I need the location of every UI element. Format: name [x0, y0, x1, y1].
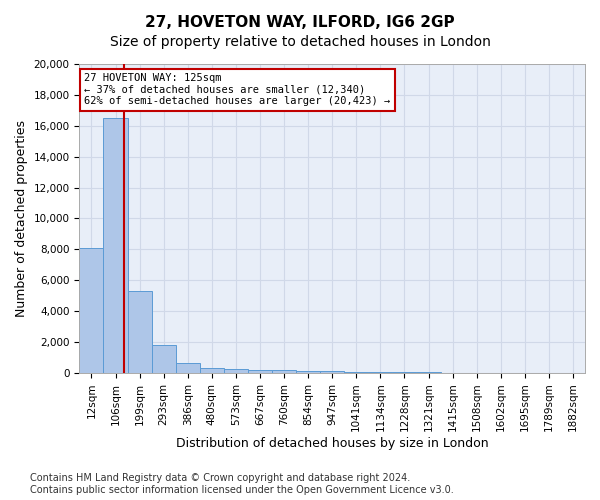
- Bar: [320, 372, 344, 373]
- Text: 27, HOVETON WAY, ILFORD, IG6 2GP: 27, HOVETON WAY, ILFORD, IG6 2GP: [145, 15, 455, 30]
- Bar: [344, 372, 368, 373]
- Bar: [392, 372, 416, 373]
- Bar: [79, 248, 103, 373]
- Bar: [368, 372, 392, 373]
- Bar: [103, 118, 128, 373]
- Text: 27 HOVETON WAY: 125sqm
← 37% of detached houses are smaller (12,340)
62% of semi: 27 HOVETON WAY: 125sqm ← 37% of detached…: [85, 74, 391, 106]
- Bar: [296, 370, 320, 373]
- Bar: [200, 368, 224, 373]
- Bar: [272, 370, 296, 373]
- Y-axis label: Number of detached properties: Number of detached properties: [15, 120, 28, 317]
- Text: Size of property relative to detached houses in London: Size of property relative to detached ho…: [110, 35, 490, 49]
- X-axis label: Distribution of detached houses by size in London: Distribution of detached houses by size …: [176, 437, 488, 450]
- Bar: [128, 291, 152, 373]
- Bar: [416, 372, 440, 373]
- Bar: [176, 363, 200, 373]
- Bar: [248, 370, 272, 373]
- Bar: [224, 369, 248, 373]
- Bar: [152, 345, 176, 373]
- Text: Contains HM Land Registry data © Crown copyright and database right 2024.
Contai: Contains HM Land Registry data © Crown c…: [30, 474, 454, 495]
